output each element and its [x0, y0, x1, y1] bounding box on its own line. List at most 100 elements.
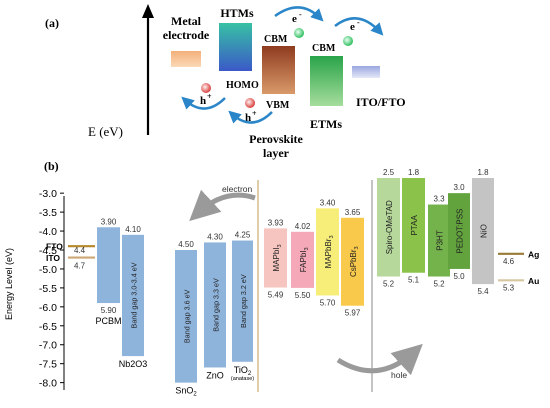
bar-inner-text-cspbbr3: CsPbBr3: [349, 246, 360, 277]
bar-name-tio2: TiO2: [234, 365, 252, 377]
bar-top-value-mapbi3: 3.93: [268, 218, 284, 227]
metal-electrode-bar: [171, 51, 201, 67]
bar-inner-text-p3ht: P3HT: [436, 230, 445, 251]
bar-top-value-cspbbr3: 3.65: [345, 208, 361, 217]
bar-ptaa: [402, 178, 425, 273]
bar-top-value-ptaa: 1.8: [408, 168, 420, 177]
bar-sno2: [175, 250, 197, 383]
bar-p3ht: [428, 204, 450, 277]
bar-bottom-value-spiro-ometad: 5.2: [383, 280, 395, 289]
perovskite-label-line1: Perovskite: [249, 132, 303, 146]
bar-inner-text-pedot-pss: PEDOT:PSS: [456, 209, 465, 254]
bar-note-tio2: (anatase): [231, 376, 254, 382]
htm-block: [219, 23, 252, 71]
electron-transfer-arrow-2-icon: [334, 17, 384, 36]
y-tick-label: -4.5: [39, 245, 57, 257]
electrode-name-fto: FTO: [46, 242, 63, 252]
bar-top-value-p3ht: 3.3: [433, 195, 445, 204]
bar-top-value-tio2: 4.25: [235, 231, 251, 240]
etms-label: ETMs: [310, 117, 342, 131]
bar-pedot-pss: [448, 193, 470, 269]
y-axis-label: Energy Level (eV): [4, 248, 14, 320]
bar-bottom-value-pcbm: 5.90: [101, 306, 117, 315]
bar-inner-text-mapbbr3: MAPbBr3: [324, 235, 335, 268]
bar-bottom-value-mapbbr3: 5.70: [320, 298, 336, 307]
hole-dot-icon: [245, 98, 255, 108]
y-tick-label: -3.0: [39, 188, 57, 200]
bar-mapbi3: [264, 228, 287, 288]
bar-inner-text-ptaa: PTAA: [410, 215, 419, 236]
bar-top-value-spiro-ometad: 2.5: [383, 168, 395, 177]
electrode-value-ito: 4.7: [74, 262, 86, 271]
bar-top-value-pedot-pss: 3.0: [453, 183, 465, 192]
bar-mapbbr3: [316, 208, 339, 296]
bar-name-zno: ZnO: [206, 370, 224, 380]
ito-fto-label: ITO/FTO: [356, 95, 406, 109]
ito-fto-bar: [352, 66, 380, 78]
bar-inner-text-zno: Band gap 3.3 eV: [212, 278, 221, 332]
bar-fapbi3: [291, 231, 314, 288]
electrode-value-fto: 4.4: [74, 246, 86, 255]
y-tick-label: -5.5: [39, 283, 57, 295]
y-tick-label: -6.5: [39, 321, 57, 333]
homo-label: HOMO: [226, 80, 259, 91]
bar-nb2o3: [122, 234, 144, 357]
hole-dot-icon: [201, 83, 211, 93]
energy-axis-arrowhead-icon: [142, 4, 154, 18]
cbm-left-label: CBM: [264, 34, 288, 45]
bar-bottom-value-cspbbr3: 5.97: [345, 309, 361, 318]
htms-label: HTMs: [220, 6, 254, 20]
bar-top-value-fapbi3: 4.02: [295, 222, 311, 231]
bar-nio: [472, 178, 494, 285]
electrode-name-ito: ITO: [46, 253, 60, 263]
electrode-value-au: 5.3: [503, 283, 515, 292]
bar-name-pcbm: PCBM: [95, 316, 121, 326]
electron-dot-icon: [294, 28, 304, 38]
bar-top-value-nb2o3: 4.10: [125, 225, 141, 234]
bar-zno: [204, 242, 226, 368]
electron-symbol-1: e: [292, 13, 297, 25]
electron-charge-1: -: [299, 10, 302, 19]
hole-charge-1: +: [207, 92, 212, 101]
bar-top-value-zno: 4.30: [207, 232, 223, 241]
electron-transfer-arrow-1-icon: [274, 6, 324, 22]
electrode-value-ag: 4.6: [503, 257, 515, 266]
bar-inner-text-sno2: Band gap 3.6 eV: [183, 289, 192, 343]
energy-axis-label: E (eV): [88, 124, 123, 139]
bar-top-value-pcbm: 3.90: [101, 217, 117, 226]
electrode-name-au: Au: [528, 276, 539, 286]
bar-bottom-value-p3ht: 5.2: [433, 280, 445, 289]
panel-a: (a) E (eV) Metal electrode HTMs HOMO CBM…: [45, 4, 406, 160]
y-tick-label: -6.0: [39, 302, 57, 314]
electron-symbol-2: e: [350, 21, 355, 33]
bar-inner-text-mapbi3: MAPbI3: [272, 244, 283, 271]
bar-pcbm: [97, 227, 120, 304]
y-tick-label: -3.5: [39, 207, 57, 219]
y-tick-label: -8.0: [39, 378, 57, 390]
panel-a-label: (a): [45, 16, 59, 30]
bar-inner-text-nio: NiO: [480, 224, 489, 238]
metal-electrode-label-line2: electrode: [163, 28, 210, 42]
electron-flow-label: electron: [222, 184, 253, 194]
bar-cspbbr3: [341, 217, 364, 306]
hole-charge-2: +: [252, 109, 257, 118]
bar-inner-text-fapbi3: FAPbI3: [299, 247, 310, 272]
electrode-levels: FTO 4.4 ITO 4.7 Ag 4.6 Au 5.3: [46, 242, 539, 293]
hole-symbol-1: h: [200, 95, 206, 107]
bar-top-value-mapbbr3: 3.40: [320, 198, 336, 207]
y-tick-label: -7.0: [39, 340, 57, 352]
hole-transfer-arrow-1-icon: [181, 96, 226, 110]
cbm-right-label: CBM: [312, 43, 336, 54]
panel-b-label: (b): [44, 159, 59, 173]
perovskite-label-line2: layer: [263, 146, 290, 160]
y-axis-ticks: -3.0 -3.5 -4.0 -4.5 -5.0 -5.5 -6.0 -6.5 -7.0 -7.5…: [39, 188, 64, 390]
bar-bottom-value-fapbi3: 5.50: [295, 291, 311, 300]
hole-transfer-arrow-2-icon: [228, 110, 273, 124]
y-tick-label: -5.0: [39, 264, 57, 276]
bar-name-sno2: SnO2: [175, 386, 197, 398]
panel-b: (b) Energy Level (eV) -3.0 -3.5 -4.0 -4.5 -5…: [4, 159, 539, 398]
vbm-label: VBM: [266, 100, 290, 111]
bar-inner-text-spiro-ometad: Spiro-OMeTAD: [385, 200, 394, 254]
